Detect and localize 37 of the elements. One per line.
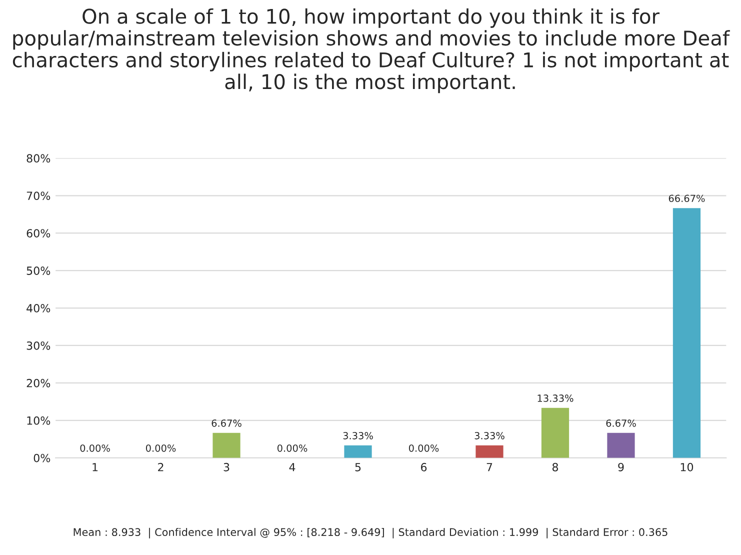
data-label: 66.67% [668, 194, 705, 202]
data-label: 13.33% [538, 394, 574, 402]
chart-title: On a scale of 1 to 10, how important do you think it is for popular/mainstream television shows and movies to include more Deaf characters and storylines related to Deaf Culture? 1 is not important at all, 10 is the most important. [12, 8, 730, 94]
bar [476, 445, 504, 458]
bar [541, 408, 570, 458]
data-label: 3.33% [343, 432, 373, 440]
data-label: 0.00% [146, 444, 176, 452]
bar [212, 432, 240, 458]
x-tick-label: 3 [224, 462, 230, 472]
y-tick-label: 50% [26, 266, 50, 275]
y-tick-label: 40% [26, 304, 50, 312]
y-tick-label: 10% [27, 416, 50, 425]
x-tick-label: 9 [618, 462, 624, 472]
bar [607, 432, 635, 458]
x-tick-label: 6 [420, 462, 427, 472]
x-tick-label: 5 [355, 463, 361, 472]
y-tick-label: 60% [26, 229, 50, 238]
x-tick-label: 2 [158, 462, 164, 472]
x-tick-label: 7 [486, 463, 492, 472]
x-tick-label: 4 [289, 463, 296, 472]
data-label: 3.33% [474, 432, 504, 440]
x-tick-label: 1 [92, 463, 98, 472]
data-label: 6.67% [606, 419, 636, 427]
data-label: 0.00% [80, 444, 110, 452]
y-tick-label: 80% [26, 154, 50, 163]
y-tick-label: 30% [26, 341, 50, 350]
bar [344, 445, 372, 458]
text: Mean : 8.933 | Confidence Interval @ 95% : [8.218 - 9.649] | Standard Deviation : 1.999 | Standard Error : 0.365 [74, 528, 668, 538]
data-label: 0.00% [277, 444, 308, 452]
y-tick-label: 70% [26, 192, 50, 200]
data-label: 6.67% [212, 419, 242, 427]
bar [672, 208, 701, 458]
y-tick-label: 0% [34, 454, 50, 462]
y-tick-label: 20% [26, 378, 50, 388]
data-label: 0.00% [408, 444, 439, 452]
x-tick-label: 10 [680, 462, 694, 472]
x-tick-label: 8 [552, 462, 558, 472]
